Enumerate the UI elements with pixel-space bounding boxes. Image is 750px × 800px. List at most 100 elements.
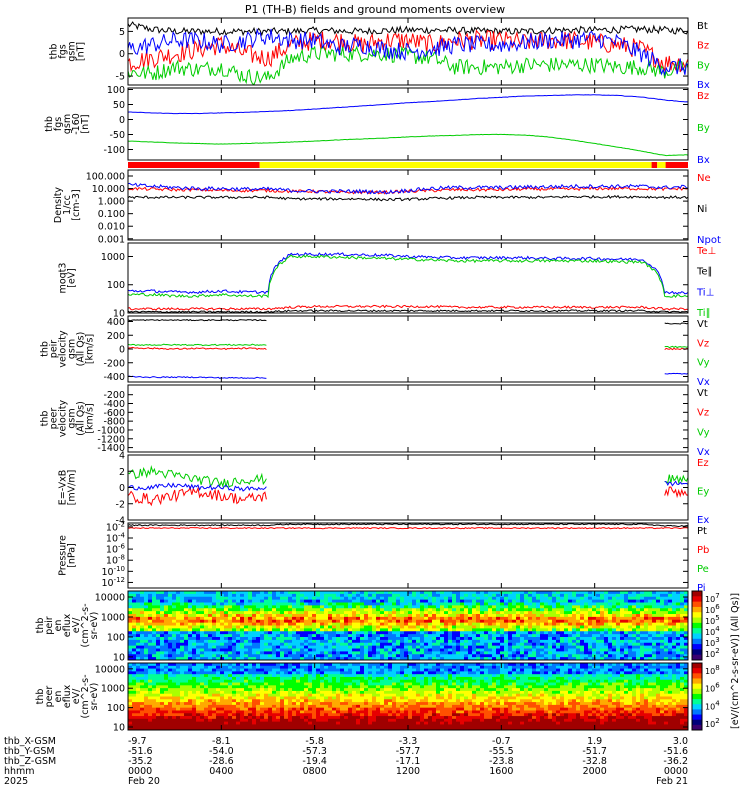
spectrogram-cell <box>412 637 417 641</box>
spectrogram-cell <box>528 634 533 638</box>
spectrogram-cell <box>316 634 321 638</box>
spectrogram-cell <box>160 596 165 601</box>
spectrogram-cell <box>448 645 453 649</box>
spectrogram-cell <box>336 631 341 635</box>
spectrogram-cell <box>504 616 509 621</box>
spectrogram-cell <box>428 637 433 641</box>
spectrogram-cell <box>264 668 269 672</box>
spectrogram-cell <box>144 663 149 667</box>
spectrogram-cell <box>288 674 293 678</box>
spectrogram-cell <box>268 724 273 728</box>
spectrogram-cell <box>332 637 337 641</box>
spectrogram-cell <box>280 685 285 689</box>
spectrogram-cell <box>668 657 673 660</box>
spectrogram-cell <box>508 593 513 598</box>
spectrogram-cell <box>432 654 437 658</box>
spectrogram-cell <box>308 642 313 647</box>
spectrogram-cell <box>296 654 301 658</box>
spectrogram-cell <box>456 614 461 618</box>
spectrogram-cell <box>584 645 589 649</box>
spectrogram-cell <box>504 622 509 626</box>
spectrogram-cell <box>580 634 585 638</box>
spectrogram-cell <box>176 654 181 658</box>
panel-frame <box>127 454 689 521</box>
spectrogram-cell <box>640 628 645 632</box>
spectrogram-cell <box>188 693 193 697</box>
spectrogram-cell <box>132 696 137 700</box>
spectrogram-cell <box>292 628 297 632</box>
spectrogram-cell <box>176 727 181 730</box>
spectrogram-cell <box>456 639 461 644</box>
spectrogram-cell <box>252 674 257 678</box>
spectrogram-cell <box>520 591 525 595</box>
spectrogram-cell <box>236 676 241 681</box>
spectrogram-cell <box>148 682 153 686</box>
spectrogram-cell <box>244 721 249 725</box>
spectrogram-cell <box>196 628 201 632</box>
spectrogram-cell <box>448 622 453 626</box>
spectrogram-cell <box>264 657 269 660</box>
spectrogram-cell <box>460 654 465 658</box>
spectrogram-cell <box>132 654 137 658</box>
spectrogram-cell <box>268 622 273 626</box>
spectrogram-cell <box>540 596 545 601</box>
spectrogram-cell <box>152 591 157 595</box>
spectrogram-cell <box>592 605 597 609</box>
spectrogram-cell <box>268 702 273 706</box>
spectrogram-cell <box>340 599 345 603</box>
spectrogram-cell <box>240 693 245 697</box>
spectrogram-cell <box>544 639 549 644</box>
spectrogram-cell <box>568 625 573 629</box>
spectrogram-cell <box>264 676 269 681</box>
spectrogram-cell <box>172 654 177 658</box>
spectrogram-cell <box>552 625 557 629</box>
spectrogram-cell <box>284 616 289 621</box>
spectrogram-cell <box>644 599 649 603</box>
spectrogram-cell <box>584 639 589 644</box>
spectrogram-cell <box>308 625 313 629</box>
spectrogram-cell <box>480 642 485 647</box>
spectrogram-cell <box>424 657 429 660</box>
spectrogram-cell <box>660 616 665 621</box>
legend-Ti: Ti⊥ <box>696 287 714 298</box>
spectrogram-cell <box>528 628 533 632</box>
spectrogram-cell <box>200 663 205 667</box>
spectrogram-cell <box>324 699 329 703</box>
spectrogram-cell <box>216 654 221 658</box>
spectrogram-cell <box>312 631 317 635</box>
spectrogram-cell <box>540 648 545 652</box>
spectrogram-cell <box>504 634 509 638</box>
spectrogram-cell <box>644 628 649 632</box>
spectrogram-cell <box>452 631 457 635</box>
spectrogram-cell <box>256 614 261 618</box>
spectrogram-cell <box>392 614 397 618</box>
spectrogram-cell <box>572 608 577 612</box>
spectrogram-cell <box>352 622 357 626</box>
spectrogram-cell <box>184 693 189 697</box>
spectrogram-cell <box>472 608 477 612</box>
spectrogram-cell <box>388 642 393 647</box>
spectrogram-cell <box>420 622 425 626</box>
spectrogram-cell <box>232 663 237 667</box>
spectrogram-cell <box>588 637 593 641</box>
spectrogram-cell <box>504 625 509 629</box>
spectrogram-cell <box>620 634 625 638</box>
spectrogram-cell <box>628 599 633 603</box>
spectrogram-cell <box>280 645 285 649</box>
spectrogram-cell <box>200 713 205 717</box>
spectrogram-cell <box>200 614 205 618</box>
spectrogram-cell <box>336 637 341 641</box>
spectrogram-cell <box>380 616 385 621</box>
spectrogram-cell <box>128 628 133 632</box>
spectrogram-cell <box>236 727 241 730</box>
y-tick-label: -400 <box>103 372 125 383</box>
spectrogram-cell <box>408 596 413 601</box>
spectrogram-cell <box>148 651 153 655</box>
spectrogram-cell <box>300 593 305 598</box>
spectrogram-cell <box>276 671 281 675</box>
spectrogram-cell <box>196 599 201 603</box>
spectrogram-cell <box>384 657 389 660</box>
spectrogram-cell <box>516 642 521 647</box>
spectrogram-cell <box>312 605 317 609</box>
spectrogram-cell <box>132 702 137 706</box>
